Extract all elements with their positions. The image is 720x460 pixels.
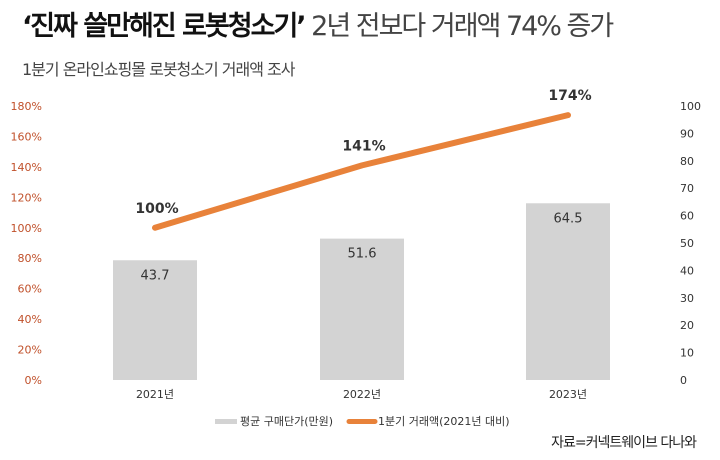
chart-title: ‘진짜 쓸만해진 로봇청소기’ 2년 전보다 거래액 74% 증가 [22,4,614,43]
line-data-label: 174% [548,88,591,104]
chart-subtitle: 1분기 온라인쇼핑몰 로봇청소기 거래액 조사 [22,60,295,79]
left-axis-tick: 20% [18,344,42,357]
title-bold: ‘진짜 쓸만해진 로봇청소기’ [22,11,307,42]
bar-data-label: 51.6 [348,247,377,262]
legend-bar-swatch [215,419,237,424]
right-axis-tick: 30 [680,292,694,305]
left-axis-tick: 80% [18,252,42,265]
left-axis-tick: 0% [25,374,42,387]
right-axis-tick: 70 [680,182,694,195]
left-axis-tick: 140% [11,161,42,174]
line-data-label: 100% [135,201,178,217]
right-axis-tick: 10 [680,347,694,360]
source-note: 자료=커넥트웨이브 다나와 [551,435,697,451]
left-axis-tick: 60% [18,283,42,296]
x-axis-tick: 2021년 [136,388,174,401]
right-axis-tick: 80 [680,155,694,168]
right-axis-tick: 0 [680,374,687,387]
left-axis-tick: 180% [11,100,42,113]
right-axis-tick: 60 [680,210,694,223]
left-axis-tick: 160% [11,130,42,143]
legend-line-label: 1분기 거래액(2021년 대비) [378,415,510,428]
line-series [152,112,571,231]
bar [320,238,404,380]
line-data-label: 141% [342,138,385,154]
bar-data-label: 43.7 [141,268,170,283]
title-rest: 2년 전보다 거래액 74% 증가 [304,11,614,42]
left-axis-tick: 120% [11,191,42,204]
right-axis-tick: 50 [680,237,694,250]
right-axis-tick: 90 [680,127,694,140]
x-axis-tick: 2023년 [549,388,587,401]
x-axis-tick: 2022년 [343,388,381,401]
right-axis-tick: 100 [680,100,701,113]
right-axis-tick: 40 [680,264,694,277]
legend-bar-label: 평균 구매단가(만원) [240,415,333,428]
bar [526,203,610,380]
chart-svg: 0% 20% 40% 60% 80% 100% 120% 140% 160% 180% 0 10 20 3… [11,88,701,428]
right-axis-tick: 20 [680,319,694,332]
left-axis-tick: 100% [11,222,42,235]
bar-data-label: 64.5 [554,211,583,226]
bar [113,260,197,380]
left-axis-tick: 40% [18,313,42,326]
